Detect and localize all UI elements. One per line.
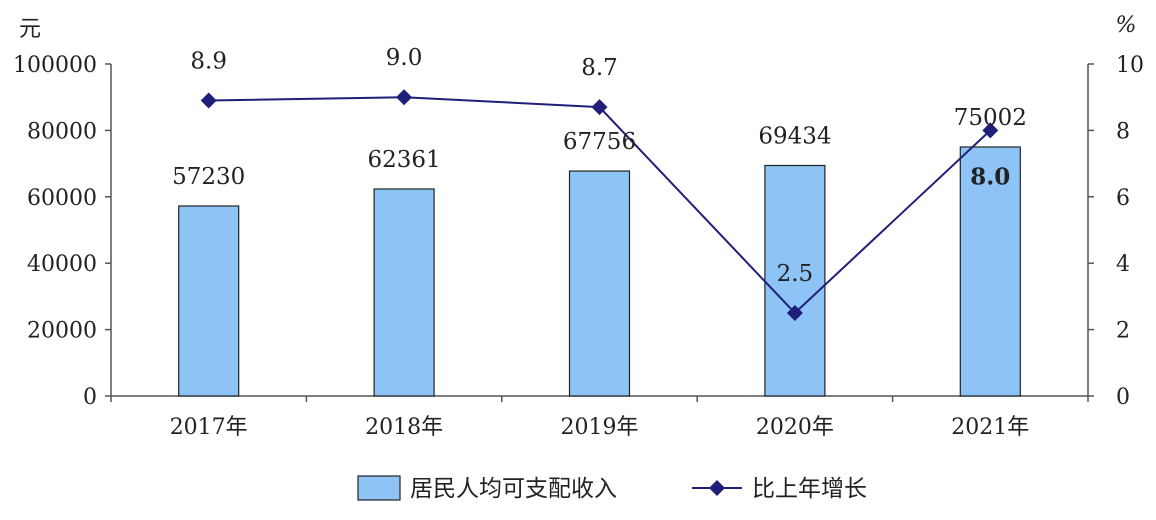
bar-value-label: 57230 [172,164,245,190]
x-tick-label: 2019年 [561,415,639,440]
growth-value-label: 8.9 [190,49,227,75]
growth-value-label: 9.0 [386,45,423,71]
left-axis-unit: 元 [19,17,41,42]
line-layer [200,89,999,321]
x-tick-label: 2018年 [365,415,443,440]
growth-point-marker [982,122,999,139]
bar-value-label: 62361 [368,147,441,173]
growth-point-marker [396,89,413,106]
left-tick-label: 60000 [27,186,97,211]
right-tick-label: 6 [1116,186,1130,211]
growth-value-label: 8.0 [970,163,1010,190]
left-tick-label: 0 [83,385,97,410]
right-axis-unit: % [1116,13,1137,38]
left-tick-label: 40000 [27,252,97,277]
right-tick-label: 0 [1116,385,1130,410]
x-tick-label: 2017年 [170,415,248,440]
axes-layer: 0 20000 40000 60000 80000 100000 0 2 4 6 8 10 2017年 2… [13,13,1144,440]
legend-layer: 居民人均可支配收入 比上年增长 [357,475,867,502]
x-tick-label: 2020年 [756,415,834,440]
legend-bar-swatch [357,475,401,501]
left-tick-label: 20000 [27,319,97,344]
legend-line-marker [709,480,725,496]
labels-layer: 57230 62361 67756 69434 75002 8.9 9.0 8.7 2.5 8.0 [172,45,1027,287]
right-tick-label: 4 [1116,252,1130,277]
growth-value-label: 8.7 [581,55,618,81]
bar [959,146,1021,397]
bar [568,170,631,397]
right-tick-label: 10 [1116,53,1144,78]
left-tick-label: 80000 [27,119,97,144]
bar-value-label: 67756 [563,129,636,155]
x-tick-label: 2021年 [951,415,1029,440]
legend-line-label: 比上年增长 [752,476,867,502]
bars-layer [178,146,1021,397]
bar [178,205,240,397]
legend-bar-label: 居民人均可支配收入 [410,476,617,502]
left-tick-label: 100000 [13,53,97,78]
bar-value-label: 75002 [954,105,1027,131]
right-tick-label: 8 [1116,119,1130,144]
growth-point-marker [786,305,803,321]
bar [373,188,435,397]
bar-value-label: 69434 [758,123,831,149]
bar [764,164,826,397]
growth-value-label: 2.5 [777,261,814,287]
growth-point-marker [200,92,217,109]
growth-point-marker [591,99,608,116]
right-tick-label: 2 [1116,319,1130,344]
